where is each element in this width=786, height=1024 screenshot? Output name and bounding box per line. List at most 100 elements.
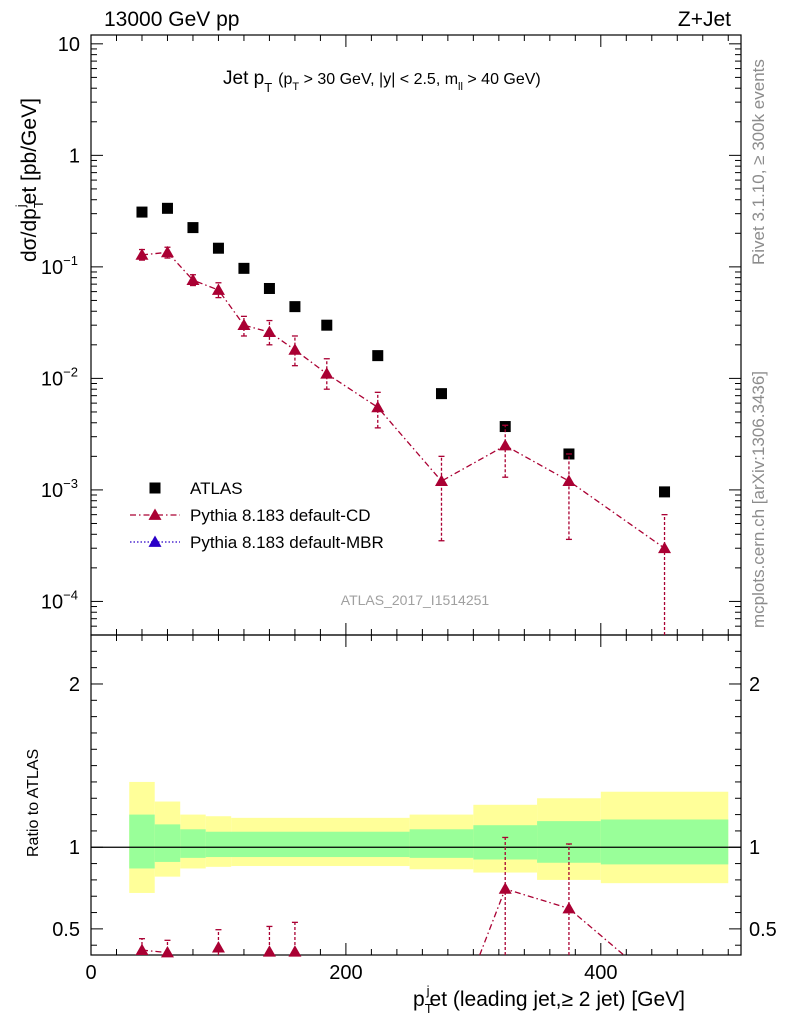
x-tick-label: 400 bbox=[584, 962, 617, 984]
y-tick-label-mantissa: 10 bbox=[58, 34, 80, 56]
y-tick-label: 10−3 bbox=[41, 476, 78, 502]
y-tick-label-exponent: −3 bbox=[63, 476, 78, 491]
atlas-point bbox=[238, 262, 250, 274]
plot-title-detail-mid: > 30 GeV, |y| < 2.5, m bbox=[299, 71, 458, 88]
legend-label: ATLAS bbox=[190, 479, 243, 498]
y-tick-label-exponent: −2 bbox=[63, 364, 78, 379]
ratio-cd-point bbox=[160, 946, 174, 958]
pythia-cd-point bbox=[186, 273, 200, 286]
main-ylabel-part1: dσ/dp bbox=[18, 208, 41, 262]
atlas-point bbox=[212, 242, 224, 254]
y-tick-label: 10−4 bbox=[41, 587, 78, 613]
ratio-tick-label-right: 2 bbox=[749, 674, 760, 696]
legend-marker-triangle bbox=[148, 535, 162, 547]
atlas-point bbox=[263, 282, 275, 294]
atlas-point bbox=[136, 206, 148, 218]
y-tick-label-mantissa: 10 bbox=[41, 480, 63, 502]
main-ylabel-part2: et [pb/GeV] bbox=[18, 98, 41, 204]
ratio-band-inner bbox=[180, 829, 206, 858]
plot-title-sub2: ll bbox=[458, 81, 463, 93]
main-ylabel-sup: j bbox=[13, 204, 28, 208]
ratio-tick-label-right: 1 bbox=[749, 837, 760, 859]
plot-title-main: Jet p bbox=[223, 68, 264, 89]
pythia-cd-point bbox=[237, 318, 251, 331]
pythia-cd-point bbox=[434, 474, 448, 486]
pythia-cd-point bbox=[498, 439, 512, 451]
ratio-frame bbox=[90, 634, 742, 956]
ratio-band-inner bbox=[600, 819, 729, 865]
ratio-cd-point bbox=[262, 945, 276, 957]
header-right: Z+Jet bbox=[678, 8, 731, 31]
atlas-point bbox=[289, 301, 301, 313]
x-tick-label: 0 bbox=[85, 962, 96, 984]
analysis-id: ATLAS_2017_I1514251 bbox=[341, 592, 490, 608]
plot-title: Jet pT (pT > 30 GeV, |y| < 2.5, mll > 40 … bbox=[223, 68, 541, 95]
atlas-point bbox=[161, 202, 173, 214]
y-tick-label-mantissa: 1 bbox=[69, 145, 80, 167]
main-ylabel-sub: T bbox=[31, 200, 46, 208]
ratio-cd-point bbox=[562, 901, 576, 914]
y-tick-label: 10−1 bbox=[41, 253, 78, 279]
y-tick-label: 10 bbox=[58, 34, 80, 56]
legend: ATLAS Pythia 8.183 default-CD Pythia 8.183… bbox=[130, 479, 384, 552]
ratio-cd-line bbox=[141, 949, 168, 954]
data-series bbox=[135, 202, 672, 958]
ratio-cd-point bbox=[211, 941, 225, 953]
y-tick-label: 1 bbox=[69, 145, 80, 167]
legend-label: Pythia 8.183 default-CD bbox=[190, 506, 371, 525]
main-frame bbox=[90, 34, 742, 636]
plot-title-main-sub: T bbox=[264, 80, 272, 95]
plot-title-detail-end: > 40 GeV) bbox=[463, 71, 541, 88]
atlas-point bbox=[659, 486, 671, 498]
ratio-tick-label-right: 0.5 bbox=[749, 919, 777, 941]
atlas-point bbox=[372, 350, 384, 362]
ratio-band-inner bbox=[129, 814, 155, 869]
ratio-cd-point bbox=[498, 882, 512, 894]
ratio-tick-label: 1 bbox=[69, 837, 80, 859]
pythia-cd-line bbox=[141, 251, 665, 549]
pythia-cd-point bbox=[562, 474, 576, 486]
y-tick-label-mantissa: 10 bbox=[41, 368, 63, 390]
pythia-cd-point bbox=[371, 400, 385, 413]
xlabel: pTjet (leading jet,≥ 2 jet) [GeV] bbox=[413, 983, 685, 1016]
pythia-cd-point bbox=[262, 325, 276, 337]
ratio-uncertainty-bands bbox=[91, 781, 741, 893]
ratio-tick-label: 0.5 bbox=[52, 919, 80, 941]
y-tick-label-exponent: −1 bbox=[63, 253, 78, 268]
y-tick-label-mantissa: 10 bbox=[41, 257, 63, 279]
mcplots-label: mcplots.cern.ch [arXiv:1306.3436] bbox=[749, 371, 768, 628]
pythia-cd-point bbox=[288, 343, 302, 355]
legend-marker-triangle bbox=[148, 508, 162, 520]
pythia-cd-point bbox=[160, 245, 174, 258]
pythia-cd-point bbox=[135, 248, 149, 260]
y-tick-label-mantissa: 10 bbox=[41, 591, 63, 613]
xlabel-part1: p bbox=[413, 988, 425, 1011]
ratio-band-inner bbox=[154, 824, 181, 862]
ratio-tick-label: 2 bbox=[69, 674, 80, 696]
header-left: 13000 GeV pp bbox=[104, 8, 239, 31]
xlabel-sup: j bbox=[426, 983, 430, 998]
y-tick-label: 10−2 bbox=[41, 364, 78, 390]
atlas-point bbox=[321, 319, 333, 331]
rivet-label: Rivet 3.1.10, ≥ 300k events bbox=[749, 59, 768, 265]
atlas-point bbox=[187, 222, 199, 234]
pythia-cd-point bbox=[320, 367, 334, 379]
plot-title-sub1: T bbox=[292, 81, 299, 93]
ratio-cd-line bbox=[479, 888, 625, 956]
legend-label: Pythia 8.183 default-MBR bbox=[190, 533, 384, 552]
ratio-cd-point bbox=[288, 945, 302, 957]
main-ylabel: dσ/dpTjet [pb/GeV] bbox=[13, 98, 46, 262]
atlas-point bbox=[435, 388, 447, 400]
ratio-cd-point bbox=[135, 943, 149, 955]
ratio-band-inner bbox=[537, 821, 601, 863]
pythia-cd-point bbox=[658, 541, 672, 554]
pythia-cd-point bbox=[211, 283, 225, 295]
ratio-band-inner bbox=[409, 829, 474, 858]
ratio-band-inner bbox=[205, 831, 410, 858]
legend-marker-atlas bbox=[149, 482, 161, 494]
xlabel-sub: T bbox=[425, 1001, 433, 1016]
ratio-ylabel: Ratio to ATLAS bbox=[25, 749, 42, 857]
plot-title-detail-open: (p bbox=[278, 71, 292, 88]
